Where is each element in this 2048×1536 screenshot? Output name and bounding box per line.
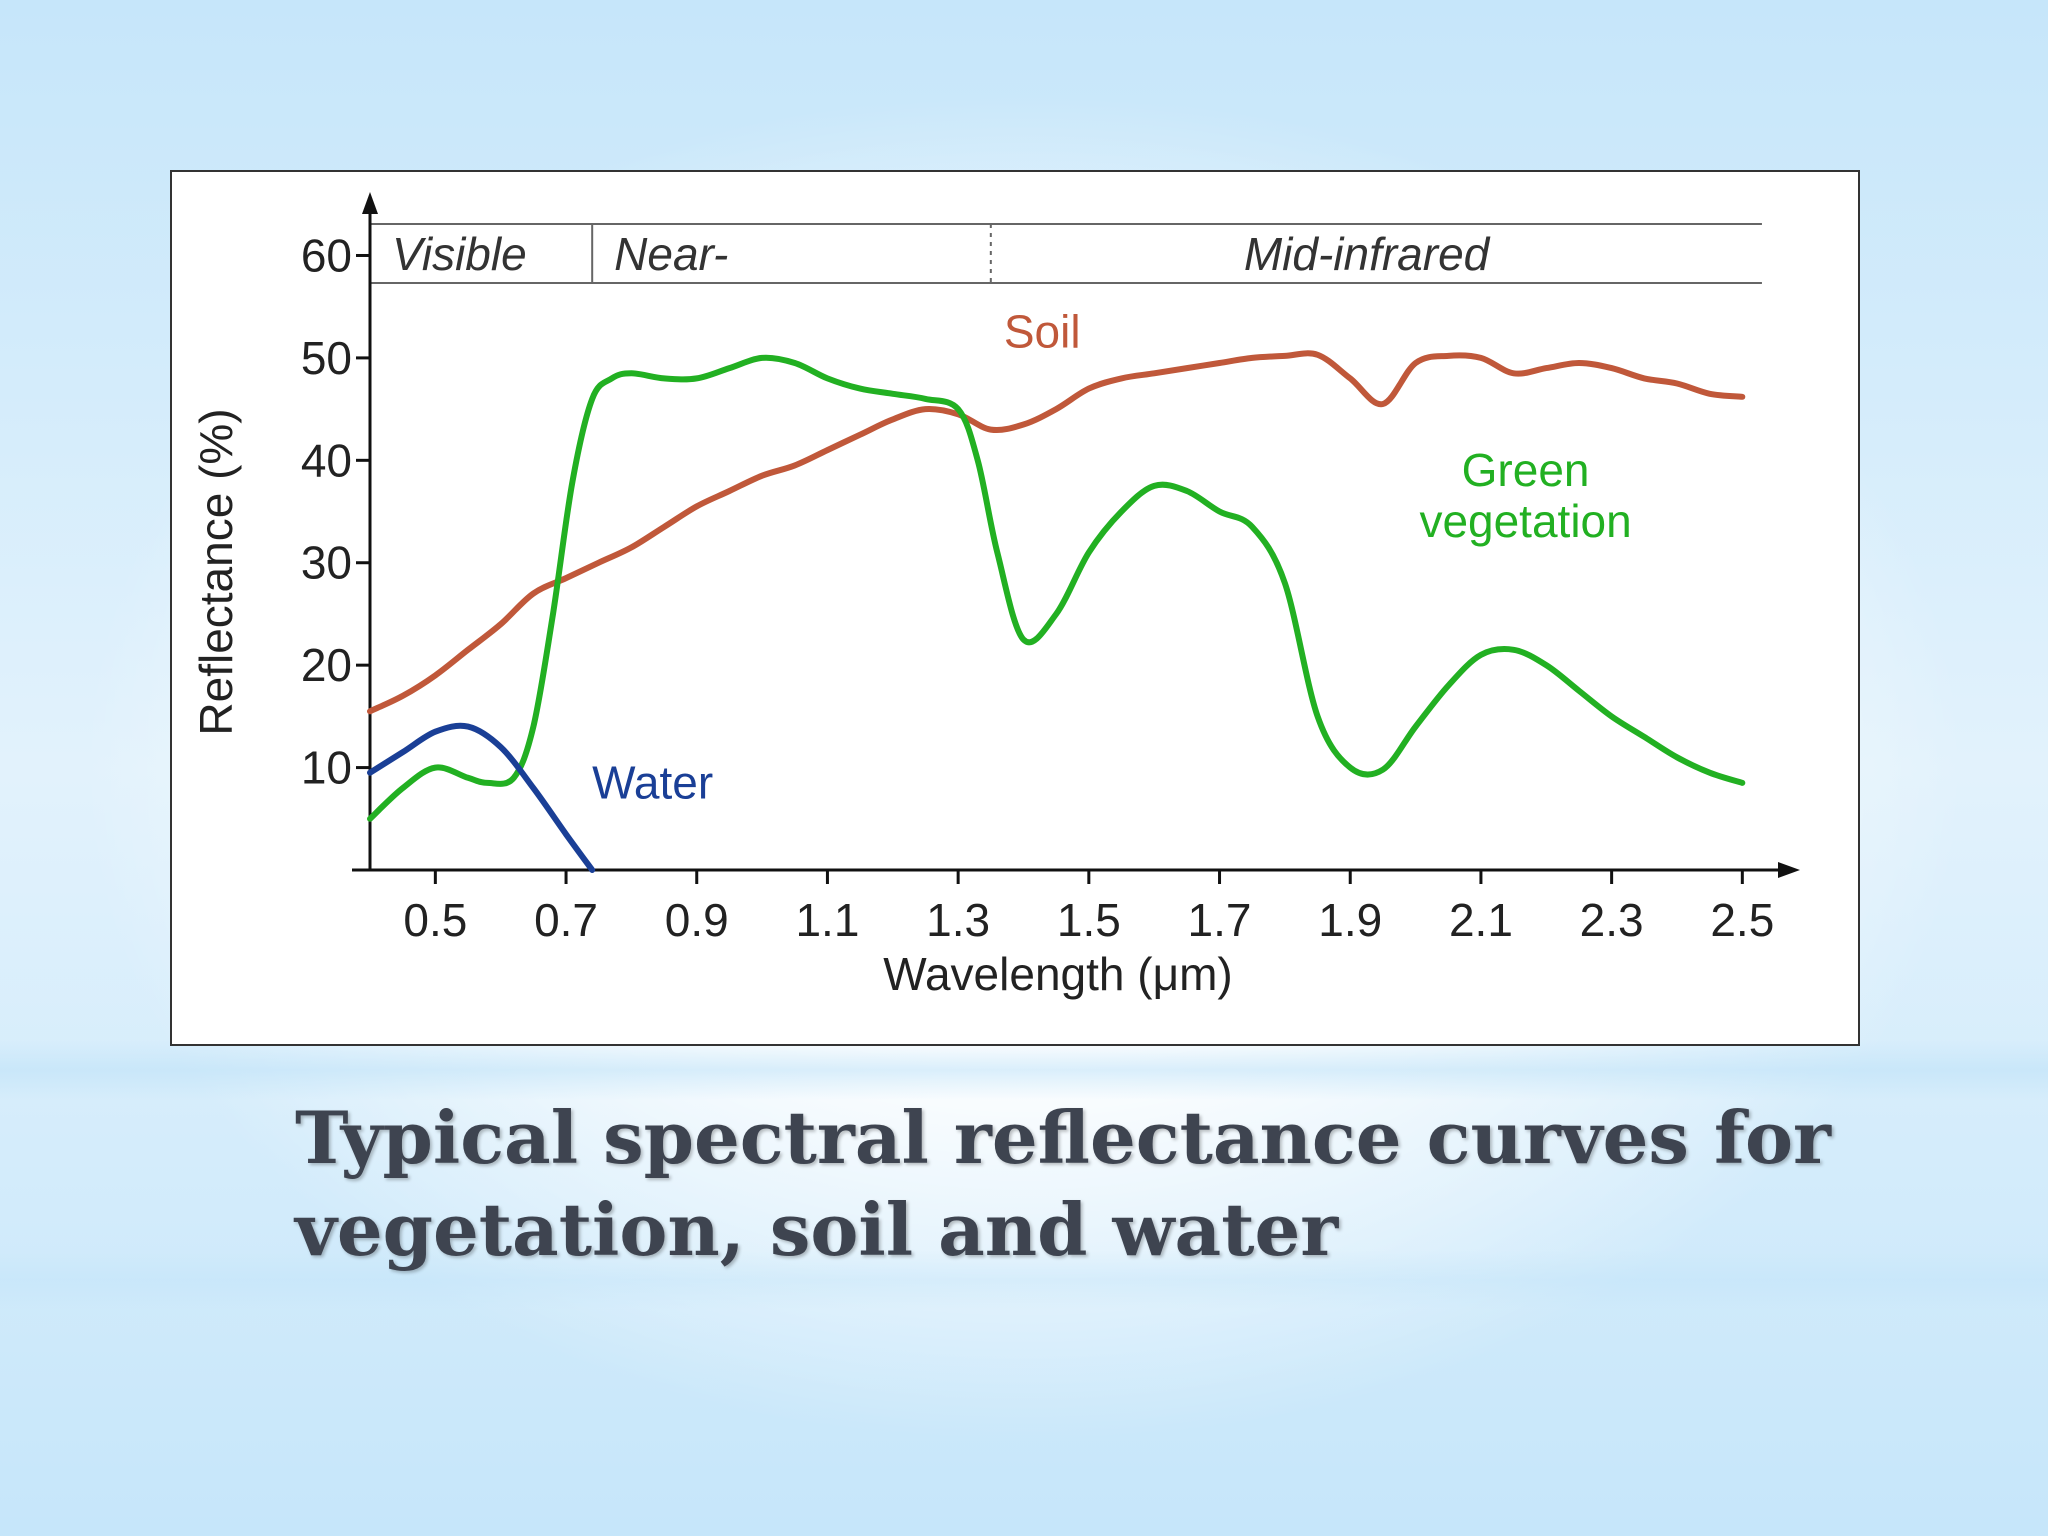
x-tick-label: 0.9 bbox=[665, 894, 729, 946]
water-line bbox=[367, 722, 596, 873]
y-tick-label: 50 bbox=[301, 332, 352, 384]
x-tick-label: 0.7 bbox=[534, 894, 598, 946]
x-tick-label: 2.1 bbox=[1449, 894, 1513, 946]
water-label: Water bbox=[592, 756, 713, 808]
green-vegetation-label: vegetation bbox=[1419, 495, 1631, 547]
y-tick-label: 20 bbox=[301, 639, 352, 691]
x-axis-ticks: 0.5 0.7 0.9 1.1 1.3 1.5 1.7 1.9 2.1 2.3 2.5 bbox=[403, 870, 1774, 946]
x-tick-label: 1.9 bbox=[1318, 894, 1382, 946]
y-tick-label: 10 bbox=[301, 742, 352, 794]
y-axis-title: Reflectance (%) bbox=[190, 408, 242, 735]
x-tick-label: 0.5 bbox=[403, 894, 467, 946]
region-label: Mid-infrared bbox=[1244, 228, 1491, 280]
y-axis-arrow-icon bbox=[362, 192, 378, 214]
region-label: Visible bbox=[392, 228, 527, 280]
slide-title: Typical spectral reflectance curves for … bbox=[295, 1092, 1831, 1276]
x-tick-label: 2.3 bbox=[1580, 894, 1644, 946]
x-tick-label: 1.1 bbox=[795, 894, 859, 946]
x-tick-label: 1.5 bbox=[1057, 894, 1121, 946]
reflectance-chart: Visible Near- Mid-infrared 10 20 30 40 50 60 0.… bbox=[190, 192, 1800, 1000]
slide-title-line: Typical spectral reflectance curves for bbox=[295, 1095, 1831, 1180]
x-tick-label: 1.3 bbox=[926, 894, 990, 946]
x-tick-label: 2.5 bbox=[1710, 894, 1774, 946]
x-axis-arrow-icon bbox=[1778, 862, 1800, 878]
y-tick-label: 60 bbox=[301, 229, 352, 281]
x-tick-label: 1.7 bbox=[1188, 894, 1252, 946]
chart-frame: Visible Near- Mid-infrared 10 20 30 40 50 60 0.… bbox=[170, 170, 1860, 1046]
green-vegetation-line bbox=[367, 354, 1746, 822]
background-band bbox=[0, 1040, 2048, 1100]
y-axis-ticks: 10 20 30 40 50 60 bbox=[301, 229, 370, 794]
x-axis-title: Wavelength (μm) bbox=[883, 948, 1232, 1000]
soil-label: Soil bbox=[1004, 306, 1081, 358]
slide-title-line: vegetation, soil and water bbox=[295, 1187, 1339, 1272]
y-tick-label: 30 bbox=[301, 537, 352, 589]
data-series bbox=[367, 350, 1746, 873]
y-tick-label: 40 bbox=[301, 434, 352, 486]
spectral-region-band: Visible Near- Mid-infrared bbox=[370, 223, 1762, 284]
green-vegetation-label: Green bbox=[1462, 444, 1590, 496]
region-label: Near- bbox=[614, 228, 728, 280]
